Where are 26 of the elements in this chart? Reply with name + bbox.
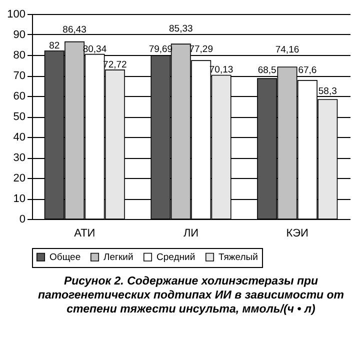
data-label: 86,43 [62, 24, 86, 36]
data-label: 85,33 [169, 24, 193, 35]
data-label: 58,3 [318, 86, 337, 97]
legend-label: Легкий [104, 252, 134, 264]
data-label: 82 [49, 40, 60, 52]
y-tick-label: 100 [7, 8, 26, 20]
y-tick-label: 20 [13, 172, 26, 184]
legend-label: Средний [156, 252, 196, 264]
y-tick-label: 70 [13, 70, 26, 82]
y-tick-label: 0 [19, 214, 26, 226]
x-tick-label: ЛИ [183, 228, 199, 240]
y-tick-label: 50 [13, 111, 26, 123]
legend-label: Общее [50, 252, 81, 264]
data-label: 67,6 [298, 64, 317, 76]
y-tick-label: 10 [13, 193, 26, 205]
y-tick-label: 40 [13, 132, 26, 144]
y-tick-label: 80 [13, 50, 26, 62]
y-tick-label: 60 [13, 90, 26, 102]
data-label: 68,5 [258, 65, 276, 76]
y-tick-label: 30 [13, 152, 26, 164]
x-tick-label: КЭИ [286, 228, 308, 240]
y-tick-label: 90 [13, 29, 26, 41]
data-label: 74,16 [275, 44, 300, 56]
x-tick-label: АТИ [74, 228, 96, 240]
legend-label: Тяжелый [218, 252, 258, 264]
text: Рисунок 2. Содержание холинэстеразы при патогенетических подтипах ИИ в зависимости от степени тяжести инсульта, ммоль/(ч • л) [38, 276, 344, 316]
